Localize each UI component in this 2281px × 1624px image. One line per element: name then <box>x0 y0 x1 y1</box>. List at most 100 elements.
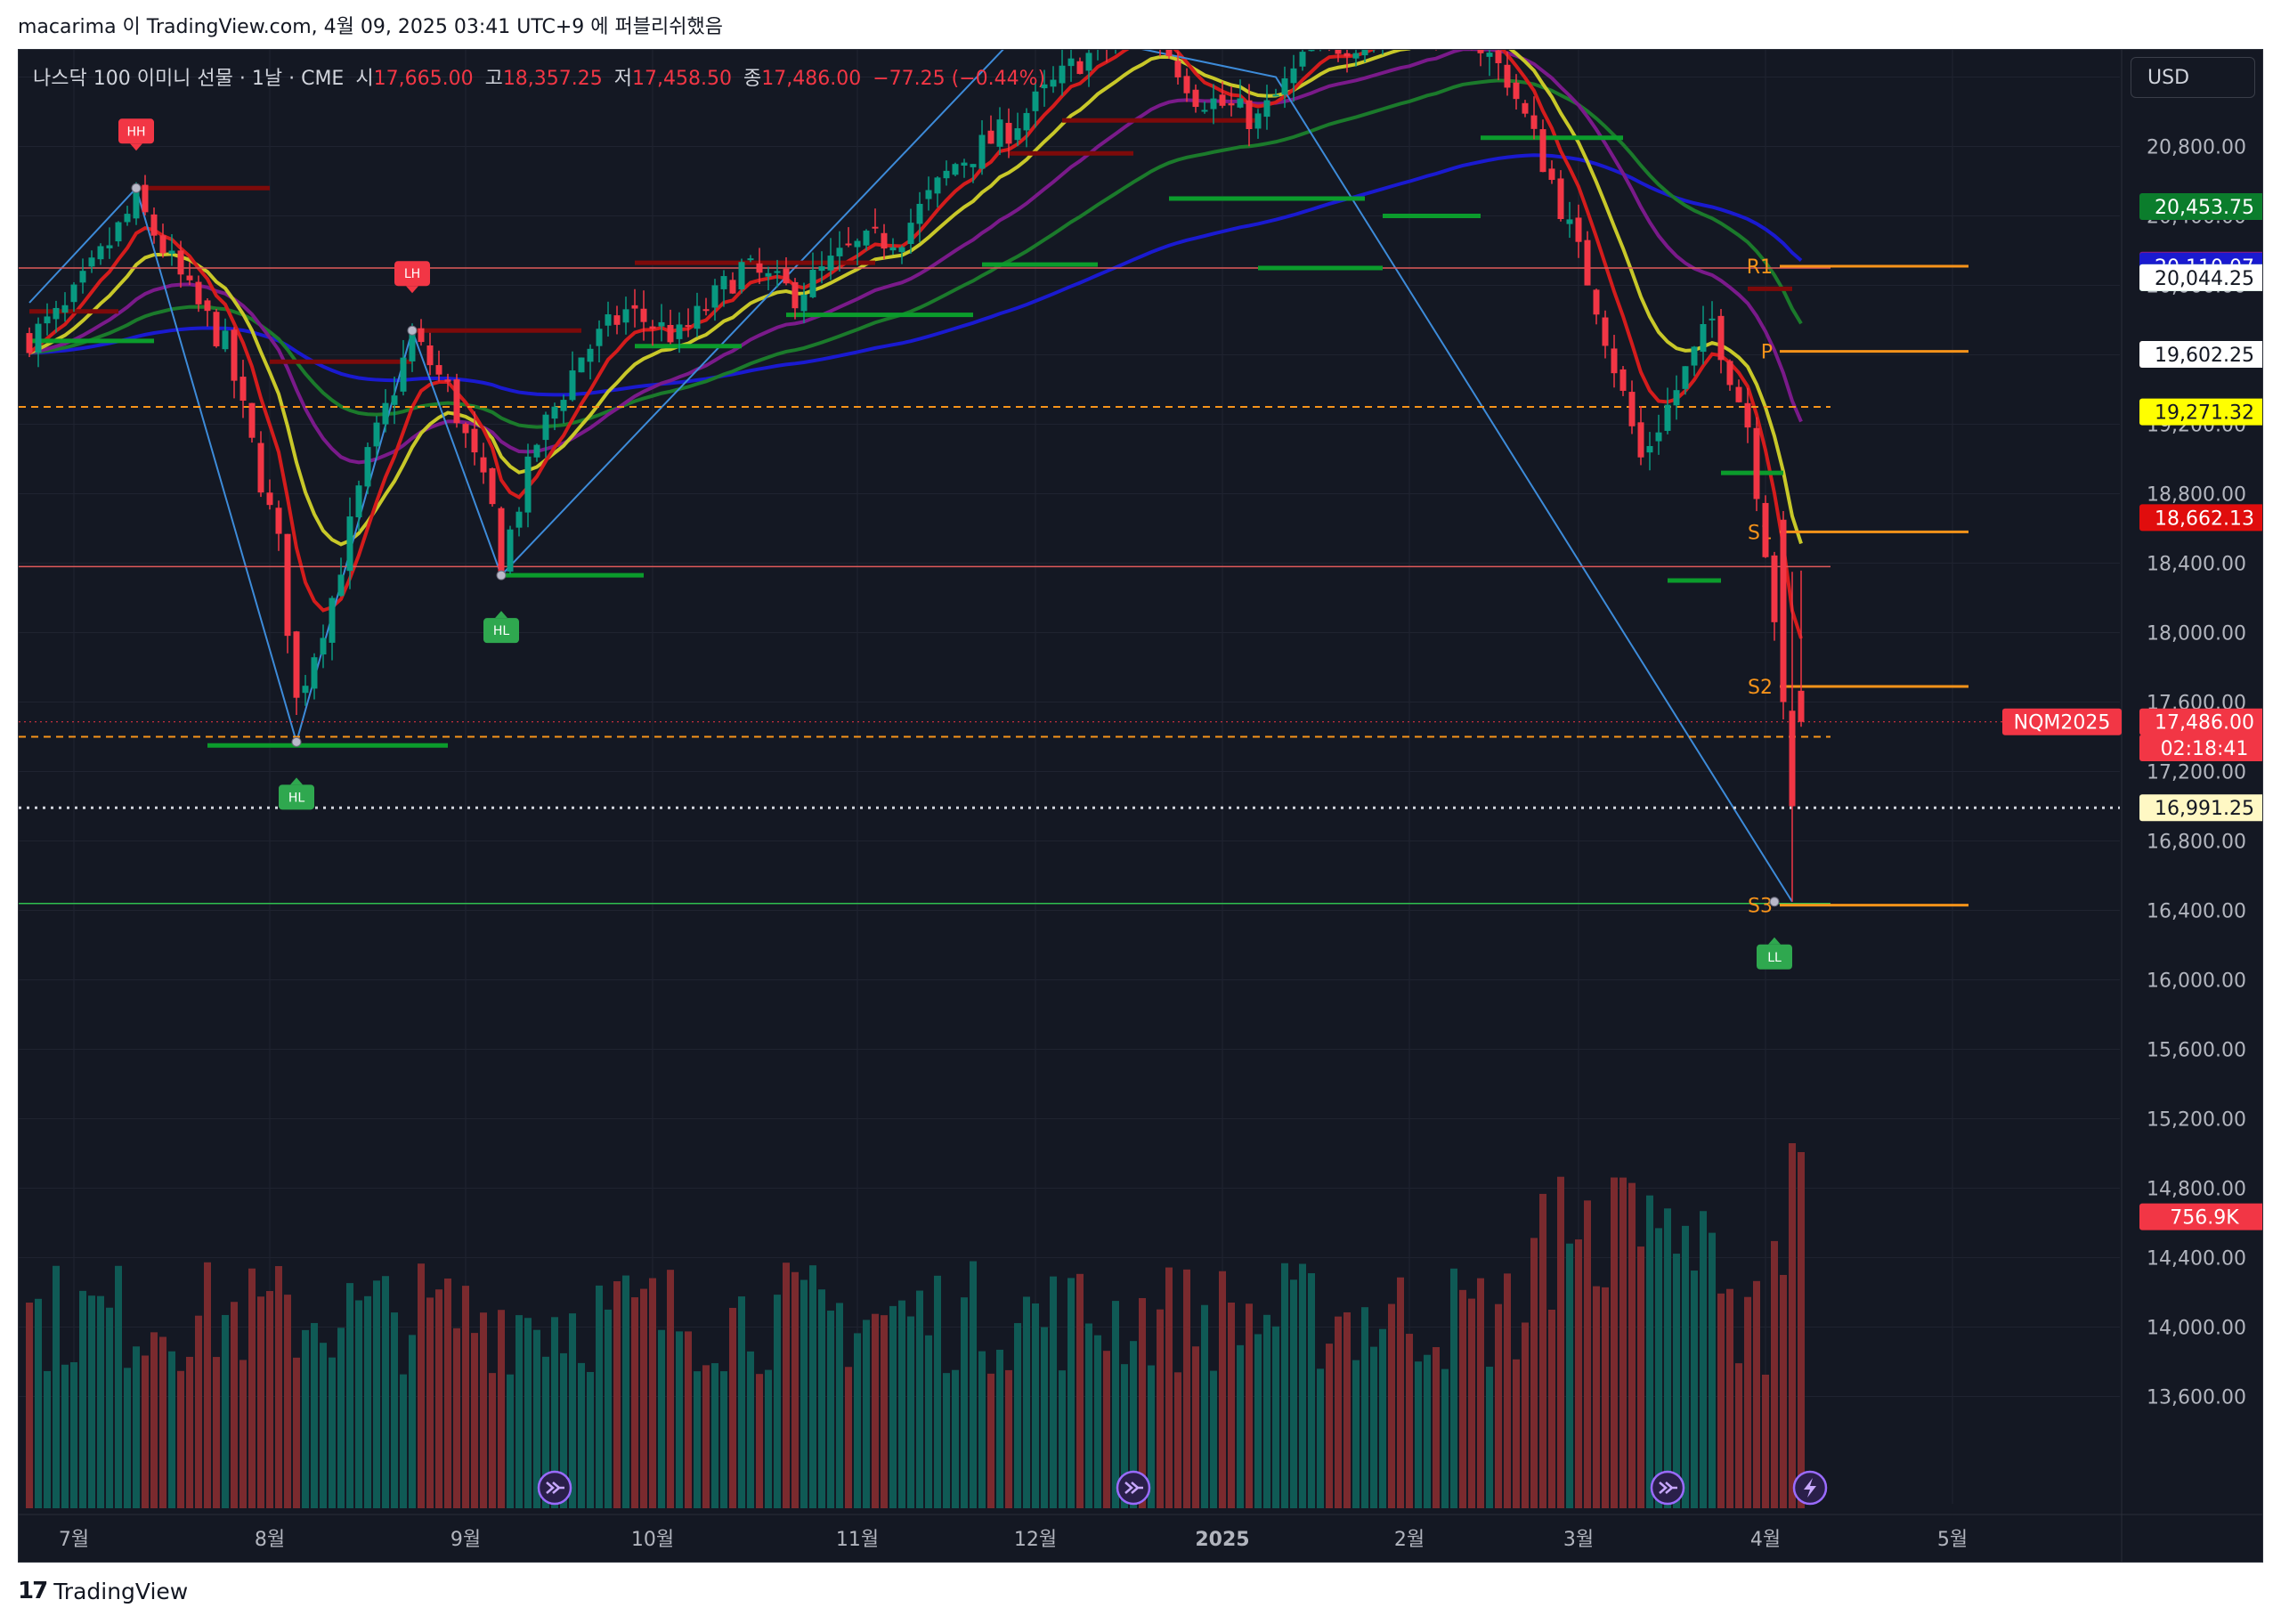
candle-body[interactable] <box>1619 369 1627 391</box>
candle-body[interactable] <box>783 268 790 284</box>
candle-body[interactable] <box>44 316 51 324</box>
currency-button[interactable]: USD <box>2131 57 2255 98</box>
candle-body[interactable] <box>489 467 496 505</box>
candle-body[interactable] <box>596 329 603 346</box>
candle-body[interactable] <box>578 357 585 373</box>
candle-body[interactable] <box>1700 323 1707 353</box>
candle-body[interactable] <box>934 177 941 194</box>
candle-body[interactable] <box>1709 318 1716 321</box>
candle-body[interactable] <box>266 492 273 506</box>
candle-body[interactable] <box>444 379 451 382</box>
candle-body[interactable] <box>1593 289 1600 315</box>
candle-body[interactable] <box>1237 98 1244 108</box>
candle-body[interactable] <box>978 134 986 169</box>
candle-body[interactable] <box>302 686 309 694</box>
candle-body[interactable] <box>854 240 861 248</box>
candle-body[interactable] <box>471 428 478 453</box>
candle-body[interactable] <box>747 258 754 261</box>
candle-body[interactable] <box>1477 50 1484 53</box>
candle-body[interactable] <box>257 443 264 493</box>
candle-body[interactable] <box>373 422 380 447</box>
candle-body[interactable] <box>524 456 532 513</box>
candle-body[interactable] <box>239 377 247 402</box>
candle-body[interactable] <box>124 214 131 223</box>
candle-body[interactable] <box>1798 690 1805 722</box>
candle-body[interactable] <box>1361 50 1368 56</box>
candle-body[interactable] <box>213 312 220 346</box>
candle-body[interactable] <box>35 323 42 353</box>
candle-body[interactable] <box>480 457 487 473</box>
candle-body[interactable] <box>1174 61 1181 77</box>
candle-body[interactable] <box>1539 129 1546 173</box>
candle-body[interactable] <box>1673 390 1680 406</box>
candle-body[interactable] <box>1228 103 1235 106</box>
candle-body[interactable] <box>560 400 567 411</box>
candle-body[interactable] <box>694 305 701 329</box>
candle-body[interactable] <box>1254 113 1262 129</box>
candle-body[interactable] <box>409 332 416 361</box>
candle-body[interactable] <box>587 348 594 362</box>
candle-body[interactable] <box>667 324 674 343</box>
candle-body[interactable] <box>284 533 291 637</box>
candle-body[interactable] <box>222 330 229 350</box>
candle-body[interactable] <box>106 245 113 248</box>
candle-body[interactable] <box>1085 53 1092 71</box>
candle-body[interactable] <box>142 184 149 213</box>
candle-body[interactable] <box>248 402 256 438</box>
candle-body[interactable] <box>364 447 371 487</box>
candle-body[interactable] <box>435 365 442 375</box>
candle-body[interactable] <box>1664 404 1671 431</box>
candle-body[interactable] <box>863 231 870 246</box>
candle-body[interactable] <box>961 162 968 166</box>
candle-body[interactable] <box>1335 50 1342 54</box>
candle-body[interactable] <box>1210 98 1217 110</box>
candle-body[interactable] <box>204 300 211 312</box>
candle-body[interactable] <box>498 508 505 577</box>
chart-pane[interactable]: R1 P S1 S2 S3 HH LH HL HL LL 21,200.0020,800.0020,… <box>18 49 2263 1563</box>
candle-body[interactable] <box>1183 76 1190 93</box>
candle-body[interactable] <box>756 263 763 273</box>
candle-body[interactable] <box>631 304 638 309</box>
candle-body[interactable] <box>1566 219 1573 224</box>
candle-body[interactable] <box>702 309 710 312</box>
candle-body[interactable] <box>97 246 104 260</box>
candle-body[interactable] <box>1557 178 1564 220</box>
candle-body[interactable] <box>649 326 656 329</box>
candle-body[interactable] <box>676 324 683 339</box>
candle-body[interactable] <box>622 309 629 323</box>
candle-body[interactable] <box>1771 555 1778 622</box>
candle-body[interactable] <box>159 235 166 254</box>
candle-body[interactable] <box>1281 78 1288 95</box>
candle-body[interactable] <box>462 424 469 434</box>
candle-body[interactable] <box>685 325 692 328</box>
candle-body[interactable] <box>1522 102 1529 114</box>
candle-body[interactable] <box>1014 128 1021 141</box>
swing-label-badge[interactable] <box>394 261 430 287</box>
candle-body[interactable] <box>79 271 86 283</box>
candle-body[interactable] <box>907 223 914 245</box>
candle-body[interactable] <box>61 304 69 313</box>
candle-body[interactable] <box>1628 392 1636 426</box>
candle-body[interactable] <box>1504 64 1511 88</box>
candle-body[interactable] <box>391 395 398 405</box>
candle-body[interactable] <box>1059 65 1066 84</box>
dividend-event-icon[interactable] <box>1116 1470 1151 1506</box>
candle-body[interactable] <box>970 164 977 167</box>
candle-body[interactable] <box>1575 217 1582 242</box>
candle-body[interactable] <box>1584 240 1591 286</box>
candle-body[interactable] <box>320 637 327 655</box>
candle-body[interactable] <box>1263 100 1270 118</box>
candle-body[interactable] <box>872 226 879 229</box>
candle-body[interactable] <box>168 250 175 254</box>
candle-body[interactable] <box>1219 94 1226 106</box>
candle-body[interactable] <box>952 164 959 175</box>
candle-body[interactable] <box>1067 58 1075 67</box>
candle-body[interactable] <box>791 281 799 309</box>
candle-body[interactable] <box>818 266 825 272</box>
candle-body[interactable] <box>1655 432 1662 442</box>
candle-body[interactable] <box>337 574 345 597</box>
swing-label-badge[interactable] <box>118 118 154 144</box>
candle-body[interactable] <box>1682 366 1689 389</box>
candle-body[interactable] <box>1308 50 1315 52</box>
swing-label-badge[interactable] <box>483 618 519 644</box>
